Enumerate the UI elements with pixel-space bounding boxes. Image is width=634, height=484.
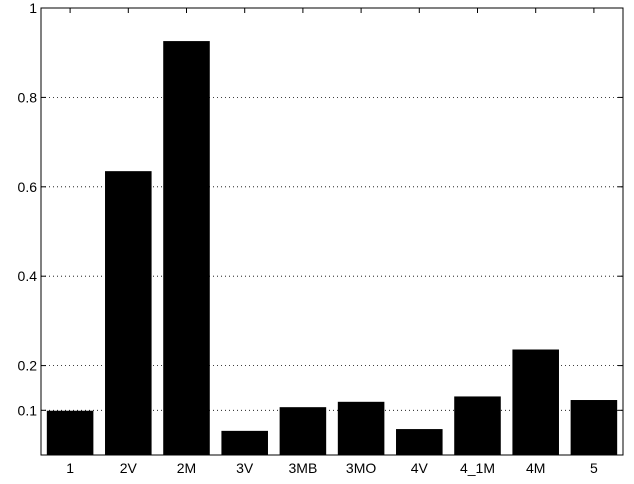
y-tick-label: 1	[29, 0, 37, 16]
bar-3MB	[279, 407, 327, 455]
x-tick-label: 3MB	[289, 460, 318, 476]
x-tick-label: 4V	[411, 460, 429, 476]
y-tick-label: 0.6	[18, 179, 38, 195]
x-tick-label: 4_1M	[460, 460, 495, 476]
x-tick-label: 2V	[120, 460, 138, 476]
bar-2V	[105, 171, 152, 455]
bar-1	[46, 410, 94, 455]
y-tick-label: 0.4	[18, 268, 38, 284]
bar-5	[570, 400, 618, 455]
x-tick-label: 3V	[236, 460, 254, 476]
x-axis: 1 2V 2M 3V 3MB 3MO 4V 4_1M 4M 5	[66, 8, 598, 476]
x-tick-label: 2M	[177, 460, 196, 476]
x-tick-label: 1	[66, 460, 74, 476]
y-axis: 0.1 0.2 0.4 0.6 0.8 1	[18, 0, 623, 418]
x-tick-label: 5	[590, 460, 598, 476]
y-tick-label: 0.2	[18, 358, 38, 374]
y-tick-label: 0.8	[18, 89, 38, 105]
y-tick-label: 0.1	[18, 402, 38, 418]
bar-2M	[163, 41, 210, 455]
bars	[46, 41, 618, 455]
x-tick-label: 3MO	[346, 460, 376, 476]
x-tick-label: 4M	[526, 460, 545, 476]
bar-4M	[512, 349, 559, 455]
bar-3MO	[337, 401, 385, 455]
bar-4_1M	[454, 396, 501, 455]
plot-frame	[40, 7, 624, 456]
